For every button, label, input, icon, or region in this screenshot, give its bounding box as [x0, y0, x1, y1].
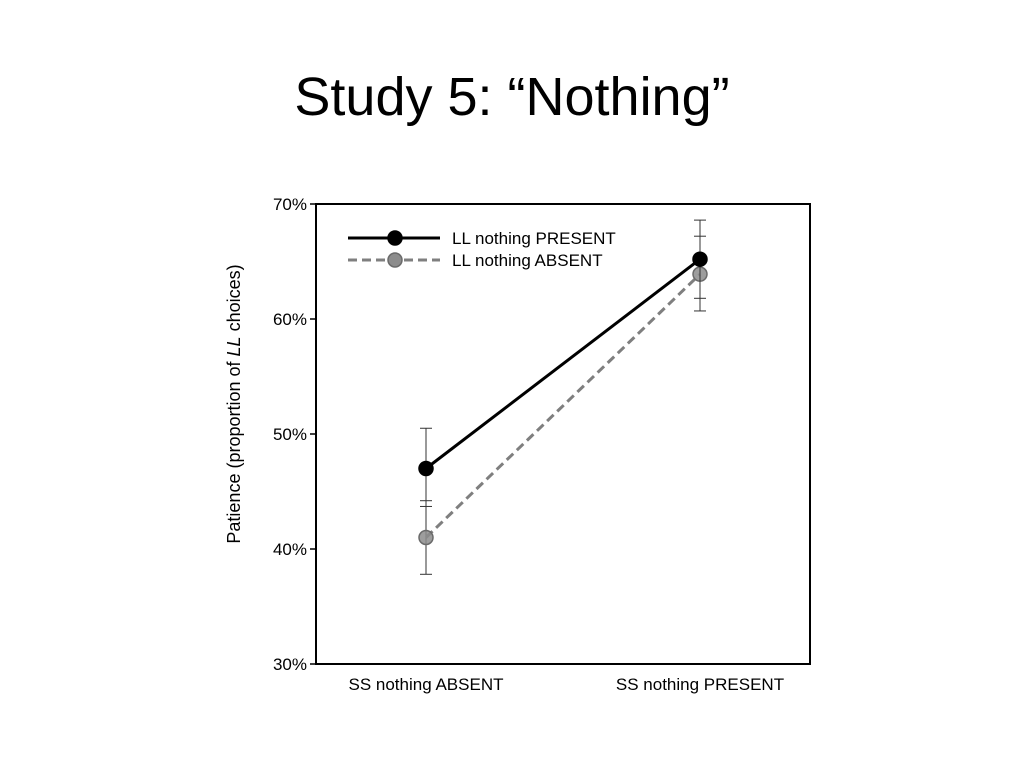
- y-tick-label: 60%: [273, 310, 307, 329]
- legend-label: LL nothing PRESENT: [452, 229, 616, 248]
- x-axis-ticks: SS nothing ABSENT SS nothing PRESENT: [349, 675, 785, 694]
- y-axis-label-part: LL: [224, 336, 244, 356]
- y-tick-label: 70%: [273, 195, 307, 214]
- legend: LL nothing PRESENT LL nothing ABSENT: [348, 229, 616, 270]
- y-tick-label: 50%: [273, 425, 307, 444]
- series-line: [424, 273, 702, 539]
- y-tick-label: 30%: [273, 655, 307, 674]
- y-axis-label: Patience (proportion of LL choices): [224, 264, 244, 543]
- series-ll-nothing-present: [418, 219, 708, 507]
- x-tick-label: SS nothing ABSENT: [349, 675, 504, 694]
- legend-marker: [387, 230, 403, 246]
- series-layer: [418, 219, 708, 575]
- y-axis-ticks: 30% 40% 50% 60% 70%: [273, 195, 316, 674]
- series-line: [425, 258, 701, 470]
- data-point: [418, 529, 434, 546]
- data-point: [692, 251, 708, 267]
- y-tick-label: 40%: [273, 540, 307, 559]
- x-tick-label: SS nothing PRESENT: [616, 675, 784, 694]
- plot-frame: [315, 203, 811, 665]
- slide-title: Study 5: “Nothing”: [294, 67, 730, 127]
- legend-marker: [387, 252, 403, 268]
- legend-label: LL nothing ABSENT: [452, 251, 603, 270]
- y-axis-label-part: choices): [224, 264, 244, 336]
- y-axis-label-part: Patience (proportion of: [224, 356, 244, 543]
- data-point: [418, 460, 434, 477]
